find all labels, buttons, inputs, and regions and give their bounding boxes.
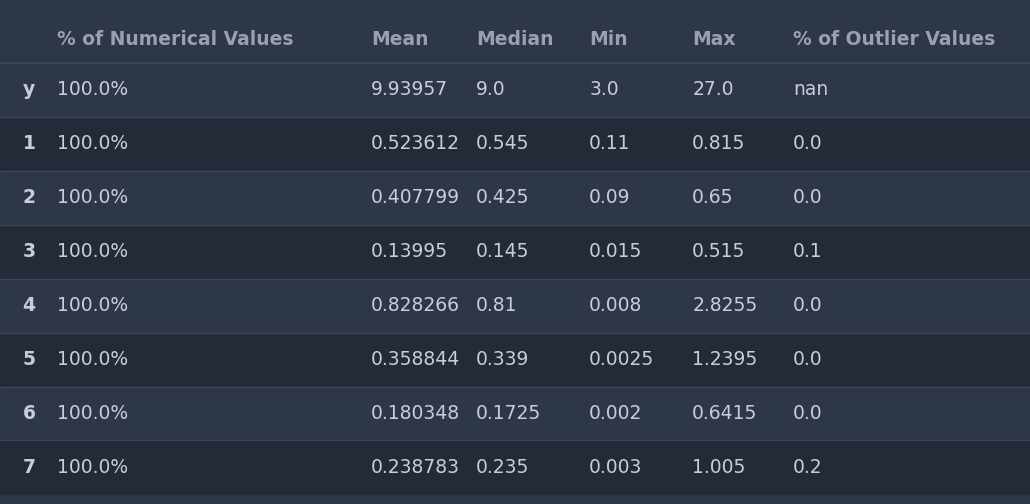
Text: 100.0%: 100.0% — [57, 404, 128, 423]
Text: 0.515: 0.515 — [692, 242, 746, 261]
Text: 0.0: 0.0 — [793, 135, 823, 153]
Text: 9.0: 9.0 — [476, 81, 506, 99]
Text: Min: Min — [589, 30, 627, 48]
Text: 0.008: 0.008 — [589, 296, 643, 315]
Text: 100.0%: 100.0% — [57, 296, 128, 315]
Text: 0.81: 0.81 — [476, 296, 517, 315]
Text: Max: Max — [692, 30, 735, 48]
Text: 0.358844: 0.358844 — [371, 350, 460, 369]
Text: 0.2: 0.2 — [793, 458, 823, 477]
Text: 0.523612: 0.523612 — [371, 135, 459, 153]
Bar — [0, 117, 1030, 171]
Text: 7: 7 — [23, 458, 36, 477]
Bar — [0, 225, 1030, 279]
Text: 0.339: 0.339 — [476, 350, 529, 369]
Text: 100.0%: 100.0% — [57, 81, 128, 99]
Text: 1.2395: 1.2395 — [692, 350, 757, 369]
Text: 0.1725: 0.1725 — [476, 404, 541, 423]
Text: 0.65: 0.65 — [692, 188, 733, 207]
Bar — [0, 387, 1030, 440]
Text: 6: 6 — [23, 404, 36, 423]
Text: 0.11: 0.11 — [589, 135, 630, 153]
Text: 4: 4 — [23, 296, 36, 315]
Bar — [0, 15, 1030, 63]
Text: 1: 1 — [23, 135, 35, 153]
Text: Median: Median — [476, 30, 553, 48]
Text: 0.145: 0.145 — [476, 242, 529, 261]
Bar — [0, 279, 1030, 333]
Text: 0.6415: 0.6415 — [692, 404, 757, 423]
Text: % of Numerical Values: % of Numerical Values — [57, 30, 294, 48]
Text: 0.0: 0.0 — [793, 296, 823, 315]
Text: 100.0%: 100.0% — [57, 242, 128, 261]
Text: 3: 3 — [23, 242, 36, 261]
Text: 0.09: 0.09 — [589, 188, 630, 207]
Text: 100.0%: 100.0% — [57, 458, 128, 477]
Text: 0.545: 0.545 — [476, 135, 529, 153]
Text: 0.0: 0.0 — [793, 350, 823, 369]
Text: 0.1: 0.1 — [793, 242, 823, 261]
Text: nan: nan — [793, 81, 828, 99]
Text: 1.005: 1.005 — [692, 458, 746, 477]
Text: 100.0%: 100.0% — [57, 350, 128, 369]
Text: 0.828266: 0.828266 — [371, 296, 459, 315]
Text: Mean: Mean — [371, 30, 428, 48]
Text: 0.235: 0.235 — [476, 458, 529, 477]
Text: 0.180348: 0.180348 — [371, 404, 460, 423]
Text: 0.425: 0.425 — [476, 188, 529, 207]
Text: 0.238783: 0.238783 — [371, 458, 459, 477]
Text: 27.0: 27.0 — [692, 81, 733, 99]
Text: 2: 2 — [23, 188, 36, 207]
Bar — [0, 171, 1030, 225]
Text: 0.002: 0.002 — [589, 404, 643, 423]
Bar — [0, 333, 1030, 387]
Text: 0.003: 0.003 — [589, 458, 643, 477]
Text: 0.407799: 0.407799 — [371, 188, 460, 207]
Text: 0.815: 0.815 — [692, 135, 746, 153]
Text: % of Outlier Values: % of Outlier Values — [793, 30, 995, 48]
Text: 0.0: 0.0 — [793, 188, 823, 207]
Text: 0.0: 0.0 — [793, 404, 823, 423]
Text: 0.13995: 0.13995 — [371, 242, 448, 261]
Bar — [0, 63, 1030, 117]
Text: 3.0: 3.0 — [589, 81, 619, 99]
Text: 5: 5 — [23, 350, 36, 369]
Text: 0.0025: 0.0025 — [589, 350, 654, 369]
Bar — [0, 440, 1030, 494]
Text: 100.0%: 100.0% — [57, 135, 128, 153]
Text: 9.93957: 9.93957 — [371, 81, 448, 99]
Text: 2.8255: 2.8255 — [692, 296, 757, 315]
Text: 100.0%: 100.0% — [57, 188, 128, 207]
Text: 0.015: 0.015 — [589, 242, 643, 261]
Text: y: y — [23, 81, 35, 99]
